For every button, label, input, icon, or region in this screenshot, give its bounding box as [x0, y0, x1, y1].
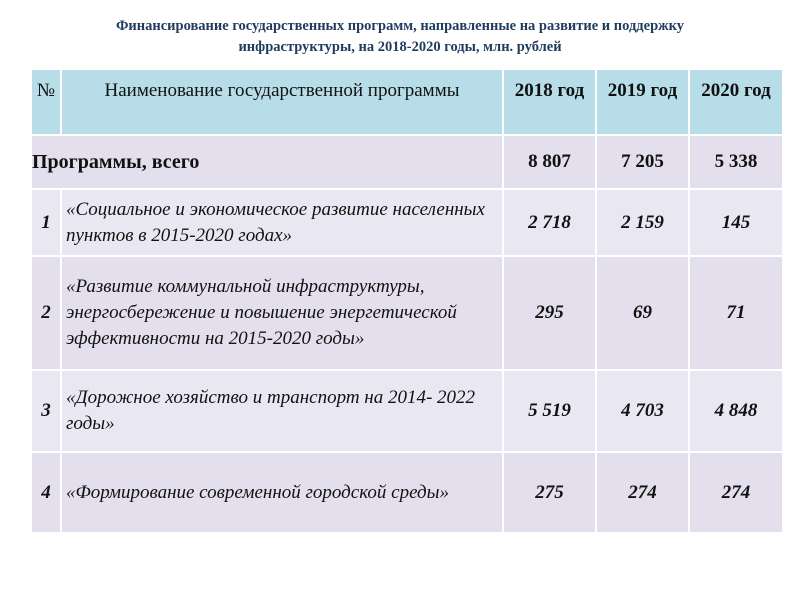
page-title: Финансирование государственных программ,…	[20, 16, 780, 58]
row-2020: 274	[688, 451, 784, 534]
title-line-2: инфраструктуры, на 2018-2020 годы, млн. …	[238, 39, 562, 55]
row-number: 4	[30, 451, 62, 534]
row-2019: 2 159	[595, 188, 690, 257]
row-2019: 274	[595, 451, 690, 534]
row-2020: 71	[688, 255, 784, 371]
total-2018: 8 807	[502, 134, 597, 190]
row-2018: 2 718	[502, 188, 597, 257]
row-2018: 275	[502, 451, 597, 534]
header-2018: 2018 год	[502, 68, 597, 136]
row-2020: 4 848	[688, 369, 784, 453]
row-name: «Развитие коммунальной инфраструктуры, э…	[60, 255, 504, 371]
row-2019: 69	[595, 255, 690, 371]
total-label: Программы, всего	[30, 134, 504, 190]
row-2019: 4 703	[595, 369, 690, 453]
row-name: «Дорожное хозяйство и транспорт на 2014-…	[60, 369, 504, 453]
table-row: 3 «Дорожное хозяйство и транспорт на 201…	[30, 369, 784, 453]
header-2019: 2019 год	[595, 68, 690, 136]
table-row: 4 «Формирование современной городской ср…	[30, 451, 784, 534]
row-number: 3	[30, 369, 62, 453]
row-2018: 5 519	[502, 369, 597, 453]
funding-table: № Наименование государственной программы…	[30, 68, 784, 534]
header-name: Наименование государственной программы	[60, 68, 504, 136]
row-number: 2	[30, 255, 62, 371]
row-2020: 145	[688, 188, 784, 257]
header-number: №	[30, 68, 62, 136]
row-2018: 295	[502, 255, 597, 371]
total-2019: 7 205	[595, 134, 690, 190]
title-line-1: Финансирование государственных программ,…	[115, 18, 685, 34]
total-2020: 5 338	[688, 134, 784, 190]
table-header-row: № Наименование государственной программы…	[30, 68, 784, 136]
table-row: 1 «Социальное и экономическое развитие н…	[30, 188, 784, 257]
header-2020: 2020 год	[688, 68, 784, 136]
row-number: 1	[30, 188, 62, 257]
row-name: «Социальное и экономическое развитие нас…	[60, 188, 504, 257]
row-name: «Формирование современной городской сред…	[60, 451, 504, 534]
total-row: Программы, всего 8 807 7 205 5 338	[30, 134, 784, 190]
table-row: 2 «Развитие коммунальной инфраструктуры,…	[30, 255, 784, 371]
